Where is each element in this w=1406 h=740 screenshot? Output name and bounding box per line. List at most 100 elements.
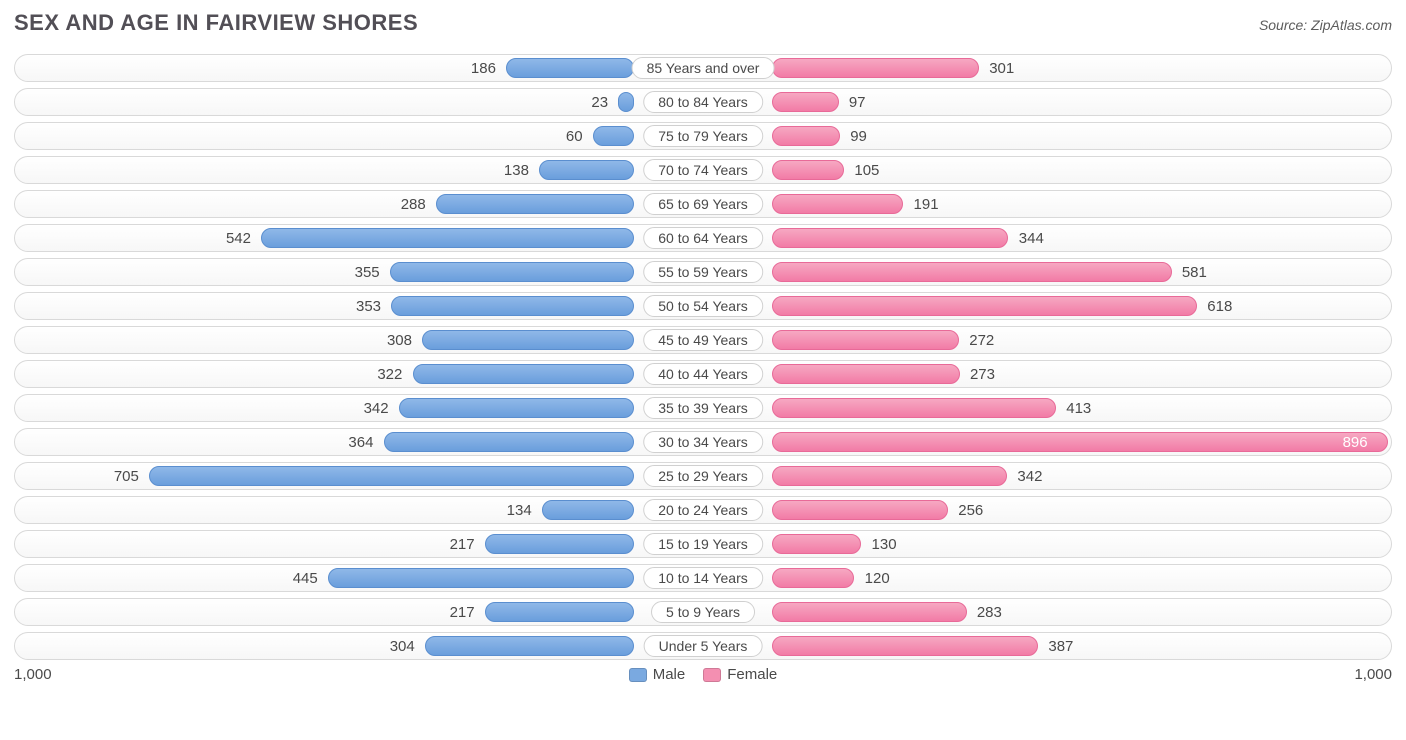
male-bar [506, 58, 634, 78]
female-bar [772, 466, 1007, 486]
female-bar [772, 228, 1009, 248]
age-label: 40 to 44 Years [643, 363, 763, 385]
pyramid-row: 239780 to 84 Years [14, 88, 1392, 116]
female-value: 99 [850, 123, 867, 149]
male-bar [485, 534, 634, 554]
female-value: 283 [977, 599, 1002, 625]
legend-female-label: Female [727, 666, 777, 683]
female-bar [772, 602, 967, 622]
female-bar [772, 330, 959, 350]
pyramid-row: 13425620 to 24 Years [14, 496, 1392, 524]
female-value: 272 [969, 327, 994, 353]
male-bar [399, 398, 634, 418]
female-bar [772, 296, 1197, 316]
legend-female: Female [703, 666, 777, 683]
male-value: 186 [471, 55, 496, 81]
pyramid-row: 705 342 25 to 29 Years [14, 462, 1392, 490]
female-value: 581 [1182, 259, 1207, 285]
age-label: 85 Years and over [632, 57, 775, 79]
pyramid-row: 445 120 10 to 14 Years [14, 564, 1392, 592]
male-swatch [629, 668, 647, 682]
female-value: 342 [1017, 463, 1042, 489]
male-value: 322 [377, 361, 402, 387]
pyramid-row: 186 301 85 Years and over [14, 54, 1392, 82]
pyramid-row: 364 896 30 to 34 Years [14, 428, 1392, 456]
female-swatch [703, 668, 721, 682]
pyramid-row: 34241335 to 39 Years [14, 394, 1392, 422]
male-value: 355 [355, 259, 380, 285]
female-bar [772, 636, 1038, 656]
male-bar [261, 228, 634, 248]
female-value: 413 [1066, 395, 1091, 421]
axis-max-right: 1,000 [1354, 666, 1392, 683]
age-label: 45 to 49 Years [643, 329, 763, 351]
female-bar [772, 92, 839, 112]
female-value: 344 [1019, 225, 1044, 251]
female-value: 256 [958, 497, 983, 523]
pyramid-row: 13810570 to 74 Years [14, 156, 1392, 184]
male-value: 308 [387, 327, 412, 353]
male-value: 217 [450, 531, 475, 557]
age-label: 25 to 29 Years [643, 465, 763, 487]
pyramid-row: 28819165 to 69 Years [14, 190, 1392, 218]
male-value: 23 [591, 89, 608, 115]
female-value: 896 [1343, 429, 1368, 455]
male-value: 445 [293, 565, 318, 591]
age-label: Under 5 Years [644, 635, 763, 657]
legend-male-label: Male [653, 666, 686, 683]
female-bar [772, 58, 979, 78]
male-value: 134 [507, 497, 532, 523]
population-pyramid-chart: 186 301 85 Years and over 239780 to 84 Year… [14, 54, 1392, 660]
age-label: 75 to 79 Years [643, 125, 763, 147]
axis-max-left: 1,000 [14, 666, 52, 683]
male-value: 217 [450, 599, 475, 625]
pyramid-row: 304387Under 5 Years [14, 632, 1392, 660]
pyramid-row: 355 581 55 to 59 Years [14, 258, 1392, 286]
pyramid-row: 542 344 60 to 64 Years [14, 224, 1392, 252]
male-value: 542 [226, 225, 251, 251]
chart-title: SEX AND AGE IN FAIRVIEW SHORES [14, 10, 418, 36]
male-value: 304 [390, 633, 415, 659]
pyramid-row: 353 618 50 to 54 Years [14, 292, 1392, 320]
age-label: 80 to 84 Years [643, 91, 763, 113]
male-bar [485, 602, 634, 622]
male-bar [149, 466, 634, 486]
age-label: 60 to 64 Years [643, 227, 763, 249]
female-value: 120 [865, 565, 890, 591]
male-bar [542, 500, 634, 520]
age-label: 30 to 34 Years [643, 431, 763, 453]
header: SEX AND AGE IN FAIRVIEW SHORES Source: Z… [14, 10, 1392, 36]
age-label: 50 to 54 Years [643, 295, 763, 317]
source-attribution: Source: ZipAtlas.com [1259, 17, 1392, 33]
male-bar [618, 92, 634, 112]
male-bar [593, 126, 634, 146]
male-bar [436, 194, 634, 214]
female-value: 130 [872, 531, 897, 557]
female-bar [772, 398, 1056, 418]
female-bar [772, 194, 903, 214]
male-bar [391, 296, 634, 316]
age-label: 55 to 59 Years [643, 261, 763, 283]
pyramid-row: 609975 to 79 Years [14, 122, 1392, 150]
female-value: 618 [1207, 293, 1232, 319]
female-bar [772, 500, 948, 520]
male-value: 364 [348, 429, 373, 455]
female-bar [772, 432, 1388, 452]
male-value: 138 [504, 157, 529, 183]
legend: Male Female [629, 666, 778, 683]
female-value: 273 [970, 361, 995, 387]
female-value: 301 [989, 55, 1014, 81]
age-label: 70 to 74 Years [643, 159, 763, 181]
male-bar [384, 432, 634, 452]
axis-legend-row: 1,000 Male Female 1,000 [14, 666, 1392, 683]
male-bar [328, 568, 634, 588]
male-value: 353 [356, 293, 381, 319]
male-bar [413, 364, 635, 384]
male-value: 288 [401, 191, 426, 217]
male-bar [422, 330, 634, 350]
age-label: 10 to 14 Years [643, 567, 763, 589]
male-value: 705 [114, 463, 139, 489]
female-bar [772, 364, 960, 384]
pyramid-row: 308 272 45 to 49 Years [14, 326, 1392, 354]
female-bar [772, 160, 844, 180]
